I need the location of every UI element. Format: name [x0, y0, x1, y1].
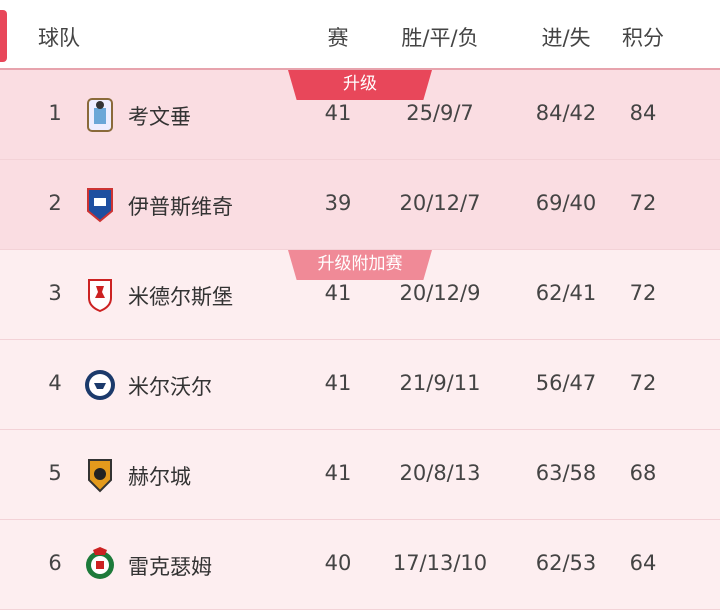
win-draw-loss: 20/12/9: [399, 281, 481, 305]
goals: 69/40: [535, 191, 597, 215]
goals: 84/42: [535, 101, 597, 125]
points: 68: [629, 461, 657, 485]
table-row[interactable]: 6 雷克瑟姆 40 17/13/10 62/53 64: [0, 520, 720, 610]
win-draw-loss: 25/9/7: [406, 101, 474, 125]
win-draw-loss: 20/12/7: [399, 191, 481, 215]
active-tab-indicator: [0, 10, 7, 62]
rank: 6: [48, 551, 62, 575]
win-draw-loss: 21/9/11: [399, 371, 481, 395]
played: 40: [324, 551, 352, 575]
header-team: 球队: [38, 26, 80, 50]
team-name[interactable]: 米尔沃尔: [128, 375, 212, 399]
team-logo-icon: [88, 279, 112, 313]
table-row[interactable]: 2 伊普斯维奇 39 20/12/7 69/40 72: [0, 160, 720, 250]
played: 41: [324, 461, 352, 485]
points: 72: [629, 191, 657, 215]
win-draw-loss: 20/8/13: [399, 461, 481, 485]
zone-tag-promotion: 升级: [288, 70, 432, 100]
goals: 62/53: [535, 551, 597, 575]
header-wdl: 胜/平/负: [401, 26, 479, 50]
table-row[interactable]: 4 米尔沃尔 41 21/9/11 56/47 72: [0, 340, 720, 430]
table-row[interactable]: 3 米德尔斯堡 41 20/12/9 62/41 72: [0, 250, 720, 340]
header-goals: 进/失: [541, 26, 591, 50]
played: 39: [324, 191, 352, 215]
table-row[interactable]: 1 考文垂 41 25/9/7 84/42 84: [0, 70, 720, 160]
team-logo-icon: [87, 98, 113, 132]
goals: 62/41: [535, 281, 597, 305]
team-name[interactable]: 雷克瑟姆: [128, 555, 212, 579]
points: 72: [629, 371, 657, 395]
goals: 63/58: [535, 461, 597, 485]
points: 84: [629, 101, 657, 125]
team-logo-icon: [87, 188, 113, 223]
rank: 5: [48, 461, 62, 485]
rank: 3: [48, 281, 62, 305]
rank: 2: [48, 191, 62, 215]
team-logo-icon: [85, 370, 115, 400]
team-logo-icon: [86, 547, 114, 579]
goals: 56/47: [535, 371, 597, 395]
header-points: 积分: [622, 26, 664, 50]
played: 41: [324, 101, 352, 125]
points: 64: [629, 551, 657, 575]
win-draw-loss: 17/13/10: [392, 551, 488, 575]
points: 72: [629, 281, 657, 305]
table-row[interactable]: 5 赫尔城 41 20/8/13 63/58 68: [0, 430, 720, 520]
played: 41: [324, 281, 352, 305]
rank: 4: [48, 371, 62, 395]
team-name[interactable]: 伊普斯维奇: [128, 195, 233, 219]
team-logo-icon: [88, 459, 112, 493]
header-played: 赛: [327, 26, 349, 50]
team-name[interactable]: 考文垂: [128, 105, 191, 129]
rank: 1: [48, 101, 62, 125]
table-header: 球队 赛 胜/平/负 进/失 积分: [0, 0, 720, 70]
team-name[interactable]: 赫尔城: [128, 465, 191, 489]
zone-tag-playoff: 升级附加赛: [288, 250, 432, 280]
played: 41: [324, 371, 352, 395]
team-name[interactable]: 米德尔斯堡: [128, 285, 233, 309]
